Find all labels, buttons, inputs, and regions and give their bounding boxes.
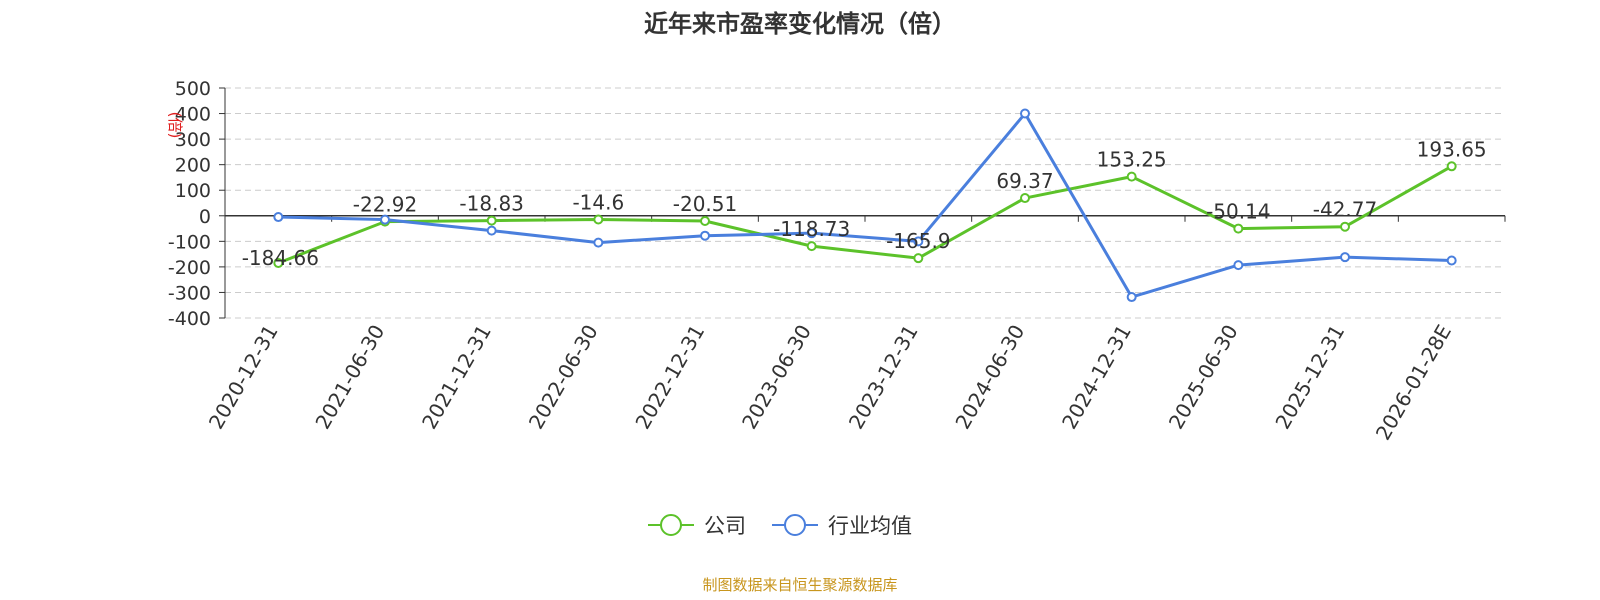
series-point-1[interactable] (486, 225, 497, 236)
x-tick-label: 2025-12-31 (1270, 321, 1349, 434)
source-note: 制图数据来自恒生聚源数据库 (702, 576, 897, 594)
data-label: -18.83 (459, 192, 523, 216)
grid-lines (225, 87, 1505, 319)
y-tick-label: -400 (168, 308, 211, 330)
x-tick-labels: 2020-12-31 2021-06-30 2021-12-31 2022-06-30… (204, 320, 1456, 444)
x-tick-label: 2024-06-30 (950, 321, 1029, 434)
series-point-1[interactable] (700, 230, 710, 241)
series-point-0[interactable] (593, 214, 604, 225)
series-point-0[interactable] (700, 216, 710, 227)
series-point-0[interactable] (806, 241, 817, 252)
x-tick-label: 2025-06-30 (1164, 321, 1243, 434)
y-tick-label: 0 (199, 206, 211, 228)
x-tick-label: 2021-06-30 (310, 321, 389, 434)
series-point-0[interactable] (1446, 161, 1457, 172)
series-point-1[interactable] (273, 212, 284, 223)
legend-marker (784, 514, 806, 536)
series-point-1[interactable] (1340, 252, 1350, 263)
data-label: 153.25 (1097, 148, 1167, 172)
y-tick-label: -300 (168, 282, 211, 304)
y-tick-label: 100 (175, 180, 211, 202)
data-label: -42.77 (1313, 198, 1377, 222)
series-group (273, 108, 1457, 303)
data-label: -165.9 (886, 229, 950, 253)
x-tick-label: 2023-06-30 (737, 321, 816, 434)
data-label: -14.6 (572, 191, 624, 215)
y-tick-label: 500 (175, 78, 211, 100)
series-point-1[interactable] (913, 236, 924, 247)
legend[interactable]: 公司 行业均值 (648, 514, 912, 538)
series-point-1[interactable] (1233, 260, 1244, 271)
legend-marker (660, 514, 682, 536)
x-tick-label: 2020-12-31 (204, 321, 283, 434)
series-point-1[interactable] (593, 237, 604, 248)
data-label: 193.65 (1417, 137, 1487, 161)
series-point-0[interactable] (1340, 221, 1350, 232)
series-point-1[interactable] (1126, 292, 1137, 303)
x-tick-label: 2021-12-31 (417, 320, 496, 433)
y-tick-label: 400 (175, 104, 211, 126)
x-tick-label: 2026-01-28E (1371, 321, 1456, 445)
series-point-0[interactable] (273, 257, 284, 268)
series-point-0[interactable] (913, 253, 924, 264)
legend-label: 公司 (704, 514, 746, 538)
x-tick-label: 2024-12-31 (1057, 321, 1136, 434)
data-labels: -184.66 -22.92 -18.83 -14.6 -20.51 -118.73 -16… (242, 137, 1487, 270)
y-tick-label: -200 (168, 257, 211, 279)
series-point-1[interactable] (806, 228, 817, 239)
legend-item-0[interactable]: 公司 (648, 514, 746, 538)
series-point-1[interactable] (1446, 255, 1457, 266)
data-label: -50.14 (1206, 200, 1270, 224)
x-tick-label: 2022-12-31 (630, 321, 709, 434)
data-label: -118.73 (773, 217, 850, 241)
y-axis-label: (倍) (166, 112, 184, 139)
data-label: -20.51 (673, 192, 737, 216)
series-line-1 (278, 112, 1452, 299)
series-point-0[interactable] (1126, 171, 1137, 182)
y-tick-label: 300 (175, 129, 211, 151)
series-line-0 (277, 164, 1453, 265)
series-point-1[interactable] (1020, 108, 1030, 119)
series-point-0[interactable] (1233, 223, 1244, 234)
y-tick-label: 200 (175, 155, 211, 177)
legend-item-1[interactable]: 行业均值 (772, 514, 912, 538)
x-tick-label: 2023-12-31 (844, 320, 923, 433)
series-point-0[interactable] (486, 215, 497, 226)
x-tick-label: 2022-06-30 (524, 321, 603, 434)
data-label: 69.37 (996, 169, 1053, 193)
series-point-1[interactable] (380, 214, 390, 225)
chart-title: 近年来市盈率变化情况（倍） (644, 10, 956, 38)
data-label: -184.66 (242, 246, 319, 270)
series-point-0[interactable] (1020, 193, 1030, 204)
y-tick-labels: 500 400 300 200 100 0 -100 -200 -300 -400 (168, 78, 211, 330)
y-tick-label: -100 (168, 231, 211, 253)
data-label: -22.92 (353, 193, 417, 217)
legend-label: 行业均值 (828, 514, 912, 538)
